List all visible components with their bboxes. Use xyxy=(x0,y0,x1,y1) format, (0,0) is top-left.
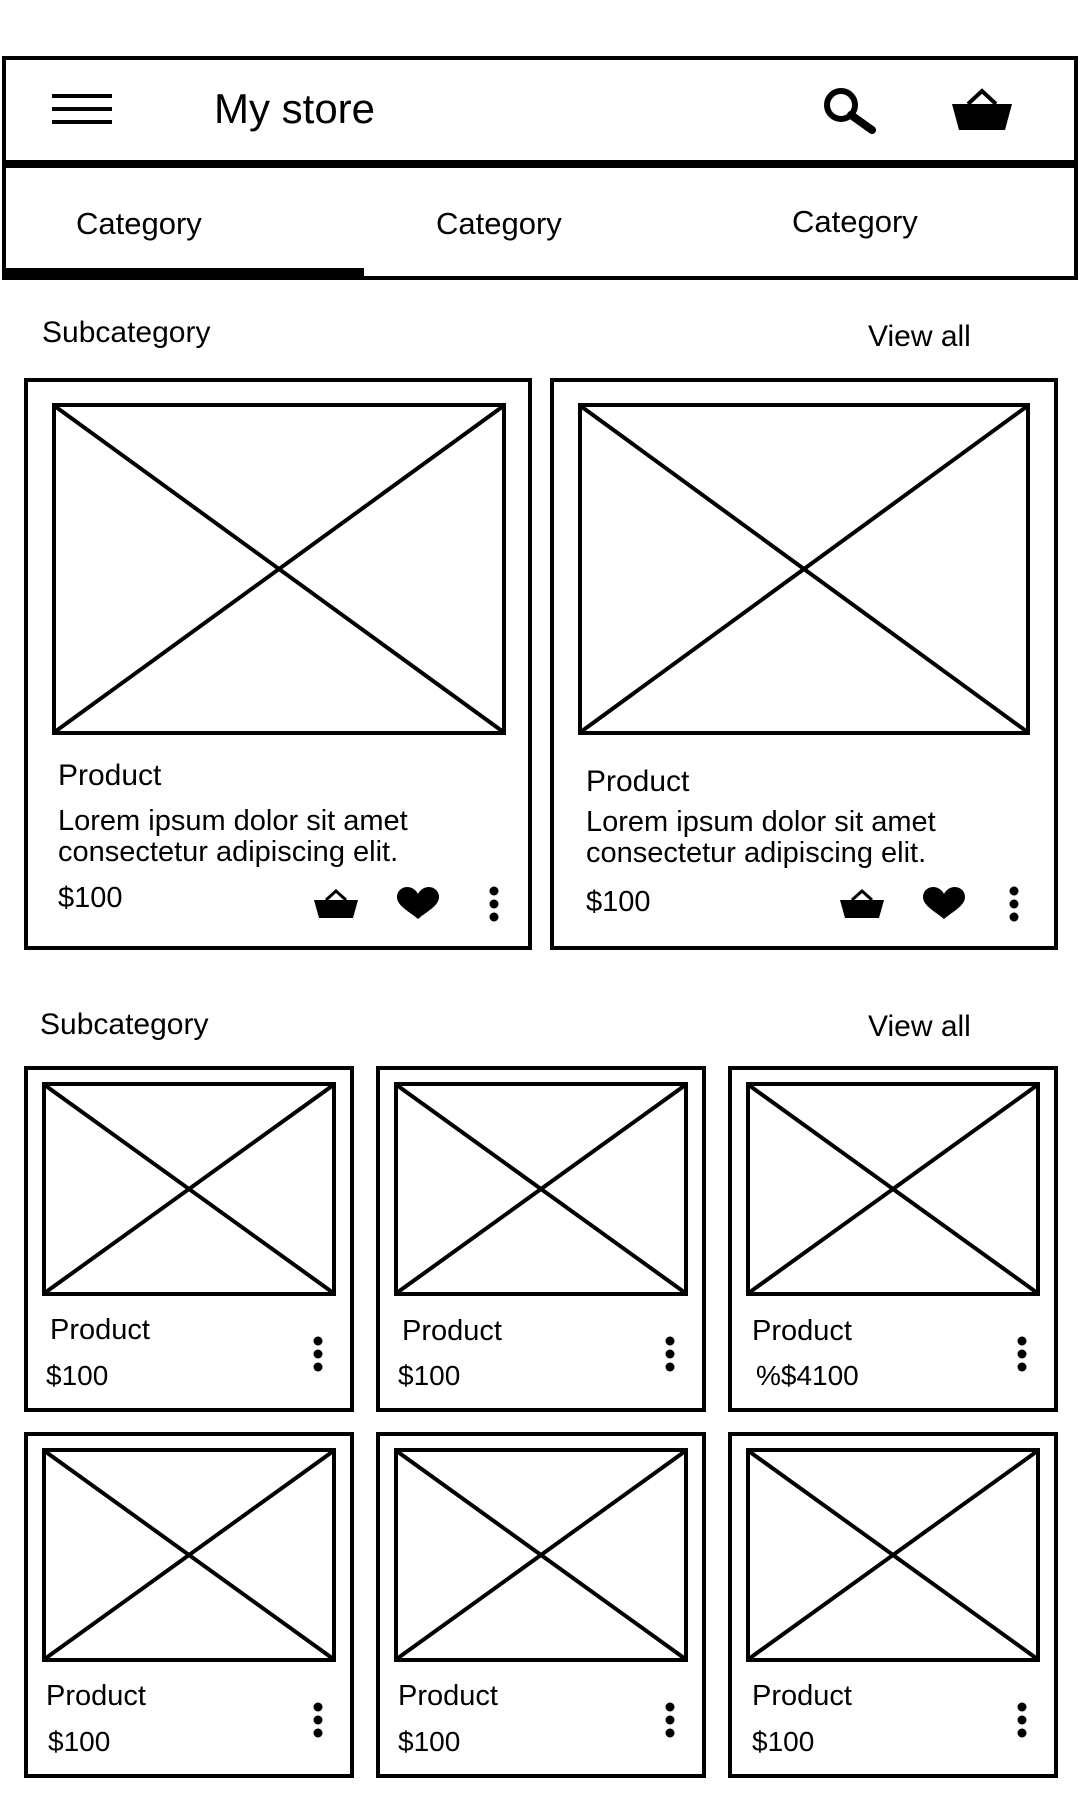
product-title: Product xyxy=(752,1680,852,1712)
basket-icon[interactable] xyxy=(950,78,1014,140)
section-title: Subcategory xyxy=(40,1008,209,1041)
more-options-icon[interactable] xyxy=(660,1332,680,1376)
app-title: My store xyxy=(214,85,376,132)
product-image-placeholder xyxy=(746,1448,1040,1662)
product-price: $100 xyxy=(752,1726,815,1757)
product-image-placeholder xyxy=(394,1082,688,1296)
more-options-icon[interactable] xyxy=(1004,882,1024,926)
product-card-small[interactable]: Product $100 xyxy=(24,1066,354,1412)
product-image-placeholder xyxy=(42,1448,336,1662)
product-card[interactable]: Product Lorem ipsum dolor sit amet conse… xyxy=(550,378,1058,950)
product-title: Product xyxy=(50,1314,150,1346)
product-card-small[interactable]: Product $100 xyxy=(24,1432,354,1778)
product-image-placeholder xyxy=(578,403,1030,735)
more-options-icon[interactable] xyxy=(1012,1332,1032,1376)
more-options-icon[interactable] xyxy=(308,1698,328,1742)
product-image-placeholder xyxy=(394,1448,688,1662)
tab-category-3[interactable]: Category xyxy=(792,204,918,239)
product-image-placeholder xyxy=(42,1082,336,1296)
product-card-small[interactable]: Product $100 xyxy=(728,1432,1058,1778)
tab-category-1[interactable]: Category xyxy=(76,206,202,241)
category-tabs: Category Category Category xyxy=(2,168,1078,280)
hamburger-menu-icon[interactable] xyxy=(52,80,112,138)
product-image-placeholder xyxy=(746,1082,1040,1296)
product-title: Product xyxy=(402,1315,502,1347)
product-description: Lorem ipsum dolor sit amet consectetur a… xyxy=(586,807,936,869)
more-options-icon[interactable] xyxy=(1012,1698,1032,1742)
search-icon[interactable] xyxy=(818,80,878,140)
product-price: $100 xyxy=(586,886,651,918)
product-price: $100 xyxy=(58,882,123,914)
add-to-basket-icon[interactable] xyxy=(838,884,886,922)
product-price: $100 xyxy=(46,1360,109,1391)
product-title: Product xyxy=(586,765,690,798)
app-header: My store xyxy=(2,56,1078,168)
product-price: $100 xyxy=(48,1726,111,1757)
view-all-link[interactable]: View all xyxy=(868,320,971,353)
heart-icon[interactable] xyxy=(921,885,967,921)
heart-icon[interactable] xyxy=(395,885,441,921)
product-price: $100 xyxy=(398,1360,461,1391)
tab-category-2[interactable]: Category xyxy=(436,206,562,241)
more-options-icon[interactable] xyxy=(660,1698,680,1742)
selected-tab-indicator xyxy=(6,268,364,276)
product-card[interactable]: Product Lorem ipsum dolor sit amet conse… xyxy=(24,378,532,950)
product-title: Product xyxy=(752,1315,852,1347)
product-price: $100 xyxy=(398,1726,461,1757)
product-card-small[interactable]: Product $100 xyxy=(376,1432,706,1778)
add-to-basket-icon[interactable] xyxy=(312,884,360,922)
product-description-line: Lorem ipsum dolor sit amet xyxy=(586,806,936,838)
more-options-icon[interactable] xyxy=(308,1332,328,1376)
more-options-icon[interactable] xyxy=(484,882,504,926)
product-description-line: consectetur adipiscing elit. xyxy=(58,836,399,868)
product-price: %$4100 xyxy=(756,1360,859,1391)
product-description: Lorem ipsum dolor sit amet consectetur a… xyxy=(58,806,408,868)
product-card-small[interactable]: Product $100 xyxy=(376,1066,706,1412)
product-title: Product xyxy=(398,1680,498,1712)
product-title: Product xyxy=(58,759,162,792)
section-title: Subcategory xyxy=(42,316,211,349)
view-all-link[interactable]: View all xyxy=(868,1010,971,1043)
product-card-small[interactable]: Product %$4100 xyxy=(728,1066,1058,1412)
product-description-line: Lorem ipsum dolor sit amet xyxy=(58,805,408,837)
product-description-line: consectetur adipiscing elit. xyxy=(586,837,927,869)
product-image-placeholder xyxy=(52,403,506,735)
product-title: Product xyxy=(46,1680,146,1712)
